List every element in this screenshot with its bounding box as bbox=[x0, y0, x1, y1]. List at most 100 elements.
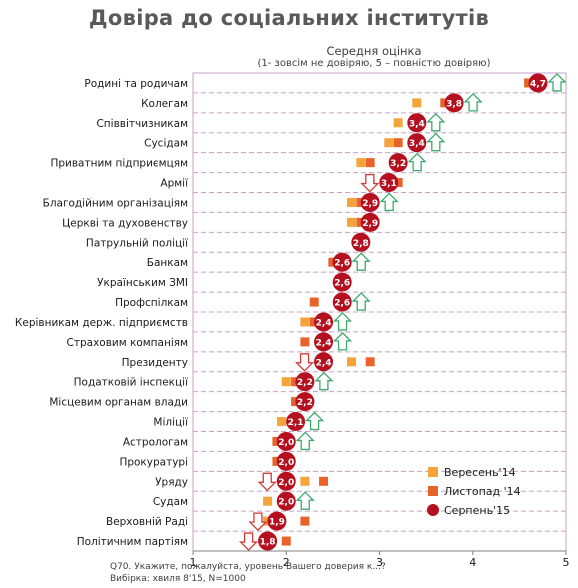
x-tick-label: 3 bbox=[376, 556, 383, 569]
arrow-up-icon bbox=[295, 431, 315, 451]
arrow-up-shape bbox=[547, 73, 567, 92]
chart-scale-note: (1- зовсім не довіряю, 5 – повністю дові… bbox=[257, 58, 491, 69]
aug15-data-label: 2,4 bbox=[316, 338, 332, 348]
aug15-data-label: 3,8 bbox=[446, 99, 462, 109]
arrow-up-icon bbox=[314, 371, 334, 391]
arrow-down-icon bbox=[257, 472, 277, 492]
aug15-data-label: 2,0 bbox=[278, 478, 294, 488]
marker-aug15 bbox=[276, 471, 296, 491]
category-label: Верховній Раді bbox=[106, 516, 188, 528]
marker-sep14 bbox=[347, 357, 357, 367]
marker-nov14 bbox=[309, 297, 319, 307]
marker-sep14 bbox=[393, 118, 403, 128]
aug15-data-label: 4,7 bbox=[530, 79, 546, 89]
marker-aug15 bbox=[528, 73, 548, 93]
arrow-up-shape bbox=[379, 192, 399, 212]
marker-aug15 bbox=[332, 252, 352, 272]
category-label: Армії bbox=[160, 178, 188, 190]
category-label: Страховим компаніям bbox=[67, 337, 188, 349]
footnote: Q70. Укажите, пожалуйста, уровень Вашего… bbox=[110, 561, 386, 585]
legend-marker bbox=[427, 504, 439, 516]
arrow-up-shape bbox=[305, 411, 325, 431]
marker-sep14 bbox=[300, 476, 310, 486]
arrow-up-icon bbox=[305, 411, 325, 431]
marker-nov14 bbox=[300, 337, 310, 347]
arrow-up-shape bbox=[351, 252, 371, 271]
marker-aug15 bbox=[332, 292, 352, 312]
marker-aug15 bbox=[295, 372, 315, 392]
arrow-down-icon bbox=[294, 353, 315, 372]
aug15-data-label: 2,0 bbox=[278, 438, 294, 448]
arrow-up-icon bbox=[332, 312, 353, 331]
arrow-down-shape bbox=[248, 512, 268, 532]
aug15-data-label: 2,1 bbox=[288, 418, 304, 428]
aug15-data-label: 3,4 bbox=[409, 119, 425, 129]
marker-sep14 bbox=[300, 317, 310, 327]
marker-aug15 bbox=[314, 332, 334, 352]
marker-aug15 bbox=[444, 93, 464, 113]
category-label: Міліції bbox=[153, 417, 188, 429]
marker-aug15 bbox=[360, 212, 380, 232]
legend-marker bbox=[428, 486, 438, 496]
marker-nov14 bbox=[365, 158, 375, 168]
category-label: Місцевим органам влади bbox=[49, 397, 188, 409]
aug15-data-label: 2,2 bbox=[297, 398, 313, 408]
aug15-data-label: 2,9 bbox=[362, 219, 378, 229]
aug15-data-label: 1,9 bbox=[269, 518, 285, 528]
legend-marker bbox=[428, 467, 438, 477]
aug15-data-label: 2,6 bbox=[334, 299, 350, 309]
category-label: Податковій інспекції bbox=[74, 377, 188, 389]
x-tick-label: 4 bbox=[469, 556, 476, 569]
marker-sep14 bbox=[412, 98, 422, 108]
arrow-down-shape bbox=[239, 532, 259, 551]
marker-sep14 bbox=[263, 496, 273, 506]
category-label: Уряду bbox=[155, 476, 188, 488]
arrow-down-icon bbox=[360, 173, 380, 193]
aug15-data-label: 2,9 bbox=[362, 199, 378, 209]
arrow-up-icon bbox=[426, 132, 446, 152]
marker-nov14 bbox=[393, 138, 403, 148]
arrow-up-shape bbox=[295, 431, 315, 451]
marker-sep14 bbox=[281, 377, 291, 387]
arrow-up-shape bbox=[463, 92, 483, 112]
marker-nov14 bbox=[365, 357, 375, 367]
marker-aug15 bbox=[267, 511, 287, 531]
legend-label: Вересень'14 bbox=[444, 466, 516, 479]
category-label: Колегам bbox=[141, 98, 188, 110]
category-label: Патрульній поліції bbox=[86, 237, 188, 249]
marker-aug15 bbox=[332, 272, 352, 292]
marker-nov14 bbox=[281, 536, 291, 546]
aug15-data-label: 1,8 bbox=[260, 538, 276, 548]
marker-aug15 bbox=[351, 232, 371, 252]
aug15-data-label: 2,0 bbox=[278, 458, 294, 468]
arrow-up-shape bbox=[332, 331, 353, 351]
marker-aug15 bbox=[314, 352, 334, 372]
marker-sep14 bbox=[277, 417, 287, 427]
aug15-data-label: 2,2 bbox=[297, 378, 313, 388]
arrow-up-shape bbox=[351, 292, 371, 311]
chart-title: Довіра до соціальних інститутів bbox=[88, 6, 490, 30]
category-label: Родині та родичам bbox=[84, 78, 188, 90]
category-label: Судам bbox=[153, 496, 188, 508]
arrow-up-shape bbox=[314, 371, 334, 391]
marker-aug15 bbox=[379, 173, 399, 193]
category-label: Приватним підприємцям bbox=[50, 158, 188, 170]
marker-sep14 bbox=[384, 138, 394, 148]
category-label: Банкам bbox=[147, 257, 188, 269]
marker-aug15 bbox=[258, 531, 278, 551]
arrow-down-shape bbox=[360, 173, 380, 193]
arrow-down-icon bbox=[248, 512, 268, 532]
arrow-down-icon bbox=[239, 532, 259, 551]
legend-label: Листопад '14 bbox=[444, 485, 521, 498]
legend-label: Серпень'15 bbox=[444, 504, 510, 517]
aug15-data-label: 2,8 bbox=[353, 239, 369, 249]
aug15-data-label: 3,4 bbox=[409, 139, 425, 149]
marker-sep14 bbox=[356, 158, 366, 168]
category-label: Президенту bbox=[122, 357, 188, 369]
aug15-data-label: 2,6 bbox=[334, 279, 350, 289]
aug15-data-label: 2,6 bbox=[334, 259, 350, 269]
marker-aug15 bbox=[388, 153, 408, 173]
footnote-sample: Вибірка: хвиля 8'15, N=1000 bbox=[110, 574, 246, 584]
x-tick-label: 2 bbox=[283, 556, 290, 569]
